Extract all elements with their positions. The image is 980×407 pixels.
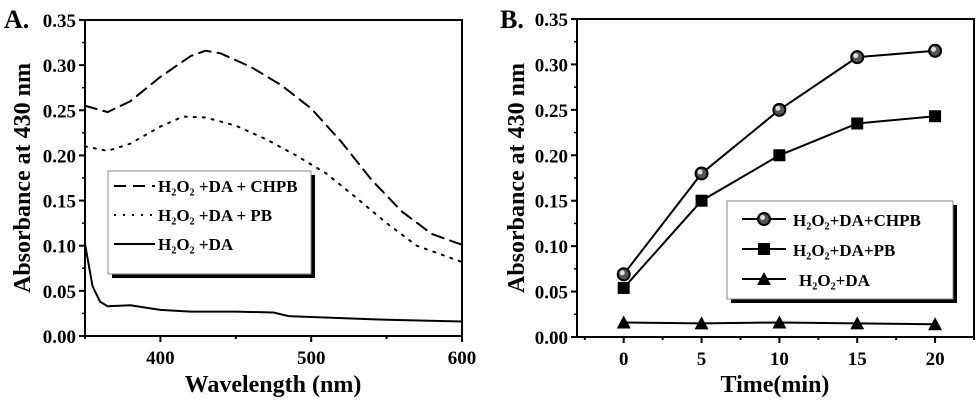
- panel-b-point-circle-highlight: [775, 105, 781, 111]
- panel-b-ylabel: Absorbance at 430 nm: [504, 63, 530, 293]
- panel-a-ytick-label: 0.00: [43, 327, 76, 348]
- panel-b-ytick-label: 0.05: [535, 283, 568, 304]
- panel-a-ytick-label: 0.15: [43, 192, 76, 213]
- panel-b-point-triangle: [694, 316, 709, 330]
- panel-b-point-square: [617, 281, 630, 294]
- panel-b-label: B.: [500, 5, 524, 34]
- panel-b-legend-marker-square: [758, 243, 770, 255]
- panel-a-ytick-label: 0.20: [43, 146, 76, 167]
- panel-a-ylabel: Absorbance at 430 nm: [10, 63, 36, 293]
- panel-a-ytick-label: 0.35: [43, 11, 76, 32]
- panel-b-xtick-label: 15: [848, 349, 867, 370]
- panel-a: A. Wavelength (nm) Absorbance at 430 nm …: [4, 5, 476, 398]
- panel-b-ytick-label: 0.20: [535, 146, 568, 167]
- panel-a-xtick-label: 400: [146, 348, 175, 369]
- panel-b-xtick-label: 10: [770, 349, 789, 370]
- panel-b-legend-marker-circle-highlight: [760, 215, 765, 220]
- panel-a-label: A.: [4, 5, 29, 34]
- panel-a-legend-box: [107, 170, 312, 275]
- panel-b-ytick-label: 0.35: [535, 10, 568, 31]
- panel-b-ytick-label: 0.00: [535, 328, 568, 349]
- panel-b-legend: H₂O₂+DA+CHPB H₂O₂+DA+PB H₂O₂+DA: [726, 200, 957, 303]
- panel-b-point-triangle: [616, 315, 631, 329]
- panel-b-point-triangle: [772, 315, 787, 329]
- panel-a-series-line-dashed: [84, 49, 463, 246]
- panel-a-xlabel: Wavelength (nm): [185, 372, 362, 398]
- panel-b-ytick-label: 0.30: [535, 55, 568, 76]
- panel-a-ytick-label: 0.10: [43, 237, 76, 258]
- panel-a-xtick-label: 600: [448, 348, 477, 369]
- panel-b-point-triangle: [928, 317, 943, 331]
- panel-b-ytick-label: 0.25: [535, 101, 568, 122]
- panel-b-point-triangle: [850, 316, 865, 330]
- panel-a-series-line-solid: [84, 242, 463, 323]
- panel-a-xtick-label: 500: [297, 348, 326, 369]
- panel-b-ytick-label: 0.10: [535, 237, 568, 258]
- panel-a-legend: H₂O₂ +DA + CHPB H₂O₂ +DA + PB H₂O₂ +DA: [107, 170, 315, 278]
- panel-b-xtick-label: 20: [926, 349, 945, 370]
- panel-b-ytick-label: 0.15: [535, 192, 568, 213]
- panel-a-ytick-label: 0.25: [43, 101, 76, 122]
- panel-a-ytick-label: 0.30: [43, 56, 76, 77]
- panel-b-point-square: [773, 149, 786, 162]
- panel-b-point-square: [929, 110, 942, 123]
- panel-b-point-circle-highlight: [853, 53, 859, 59]
- panel-b-point-square: [695, 194, 708, 207]
- panel-b-point-circle-highlight: [619, 270, 625, 276]
- panel-a-legend-label: H₂O₂ +DA: [158, 235, 234, 254]
- panel-a-ytick-label: 0.05: [43, 282, 76, 303]
- panel-b-point-circle-highlight: [931, 46, 937, 52]
- panel-b-legend-label: H₂O₂+DA: [799, 271, 871, 290]
- panel-a-legend-label: H₂O₂ +DA + CHPB: [158, 177, 298, 196]
- panel-b-xtick-label: 5: [697, 349, 707, 370]
- panel-b: B. Time(min) Absorbance at 430 nm 0.00 0.…: [500, 5, 975, 398]
- panel-b-legend-label: H₂O₂+DA+PB: [793, 241, 895, 260]
- panel-b-xtick-label: 0: [619, 349, 629, 370]
- panel-a-legend-label: H₂O₂ +DA + PB: [158, 206, 272, 225]
- panel-b-point-square: [851, 117, 864, 130]
- panel-b-legend-label: H₂O₂+DA+CHPB: [793, 211, 921, 230]
- panel-b-xlabel: Time(min): [721, 372, 830, 398]
- panel-b-legend-marker-triangle: [757, 272, 771, 285]
- panel-b-point-circle-highlight: [697, 169, 703, 175]
